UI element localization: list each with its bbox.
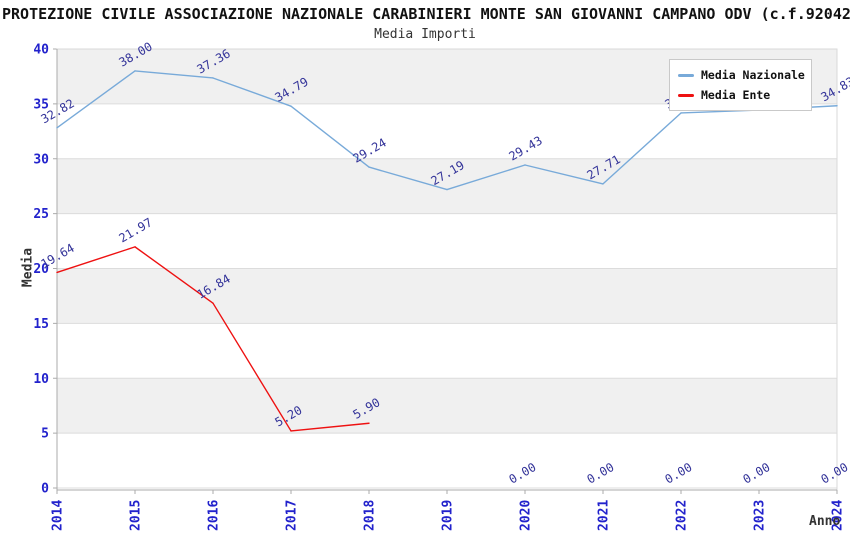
grid-band: [57, 268, 837, 324]
x-tick-label: 2016: [207, 500, 222, 531]
series-line-segment: [446, 164, 526, 191]
series-line-segment: [290, 105, 370, 168]
grid-band: [57, 378, 837, 434]
x-tick-label: 2014: [51, 500, 66, 531]
y-tick-label: 10: [33, 372, 49, 387]
series-line-segment: [134, 246, 214, 304]
point-value-label: 0.00: [819, 460, 850, 487]
x-tick-label: 2019: [441, 500, 456, 531]
x-tick-label: 2021: [597, 500, 612, 531]
media-nazionale-line-swatch-icon: [678, 73, 694, 77]
series-line-segment: [602, 112, 682, 185]
legend: Media Nazionale Media Ente: [669, 59, 812, 111]
legend-label: Media Nazionale: [701, 68, 805, 82]
legend-item-media-ente: Media Ente: [678, 88, 805, 102]
legend-item-media-nazionale: Media Nazionale: [678, 68, 805, 82]
y-tick-label: 20: [33, 262, 49, 277]
series-line-segment: [212, 77, 292, 107]
y-tick-label: 15: [33, 317, 49, 332]
grid-band: [57, 158, 837, 214]
y-tick-label: 5: [41, 427, 49, 442]
x-tick-label: 2022: [675, 500, 690, 531]
x-tick-label: 2023: [753, 500, 768, 531]
x-tick-label: 2024: [831, 500, 846, 531]
point-value-label: 21.97: [117, 215, 155, 245]
y-tick-label: 30: [33, 152, 49, 167]
y-tick-label: 35: [33, 97, 49, 112]
x-axis-title: Anno: [809, 514, 841, 529]
page-title: PROTEZIONE CIVILE ASSOCIAZIONE NAZIONALE…: [2, 5, 850, 23]
media-ente-line-swatch-icon: [678, 93, 694, 97]
point-value-label: 0.00: [585, 460, 617, 487]
series-line-segment: [56, 70, 136, 129]
point-value-label: 0.00: [507, 460, 539, 487]
series-line-segment: [524, 164, 604, 185]
x-tick-label: 2017: [285, 500, 300, 531]
chart-subtitle: Media Importi: [374, 27, 476, 42]
x-tick-label: 2015: [129, 500, 144, 531]
x-tick-label: 2018: [363, 500, 378, 531]
point-value-label: 0.00: [663, 460, 695, 487]
y-tick-label: 40: [33, 43, 49, 58]
series-line-segment: [56, 246, 136, 274]
x-tick-label: 2020: [519, 500, 534, 531]
series-line-segment: [290, 422, 370, 432]
y-axis-title: Media: [20, 247, 36, 288]
series-line-segment: [134, 70, 214, 79]
y-tick-label: 0: [41, 482, 49, 497]
point-value-label: 19.64: [39, 241, 77, 271]
series-line-segment: [212, 302, 292, 432]
point-value-label: 0.00: [741, 460, 773, 487]
legend-label: Media Ente: [701, 88, 771, 102]
y-tick-label: 25: [33, 207, 49, 222]
series-line-segment: [368, 166, 448, 191]
